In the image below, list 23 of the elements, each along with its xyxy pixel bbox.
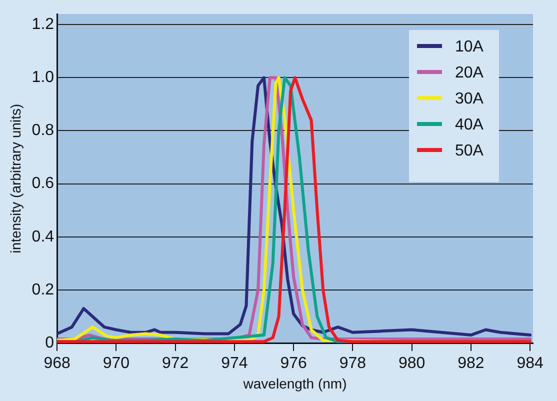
legend-label: 30A — [455, 90, 484, 108]
legend-label: 50A — [455, 142, 484, 160]
y-tick-label: 0.4 — [32, 228, 54, 246]
x-tick-label: 980 — [398, 355, 426, 372]
x-tick-label: 976 — [280, 355, 307, 372]
x-tick-label: 968 — [44, 355, 70, 372]
y-tick-label: 0.6 — [32, 175, 54, 192]
y-tick-label: 1.2 — [32, 16, 54, 34]
x-tick-label: 978 — [339, 355, 366, 372]
y-tick-label: 0.8 — [32, 122, 54, 140]
legend-label: 10A — [455, 38, 484, 56]
legend-label: 40A — [455, 116, 484, 134]
x-tick-label: 974 — [221, 355, 248, 372]
legend-label: 20A — [455, 64, 484, 82]
y-tick-label: 1.0 — [32, 69, 54, 86]
x-tick-label: 982 — [458, 355, 484, 372]
x-axis-title: wavelength (nm) — [242, 375, 347, 392]
y-axis-title: intensity (arbitrary units) — [7, 104, 24, 254]
x-tick-label: 984 — [516, 355, 544, 372]
y-tick-label: 0 — [45, 334, 54, 352]
y-tick-label: 0.2 — [32, 281, 54, 298]
x-tick-label: 972 — [162, 355, 189, 372]
x-tick-label: 970 — [102, 355, 130, 372]
